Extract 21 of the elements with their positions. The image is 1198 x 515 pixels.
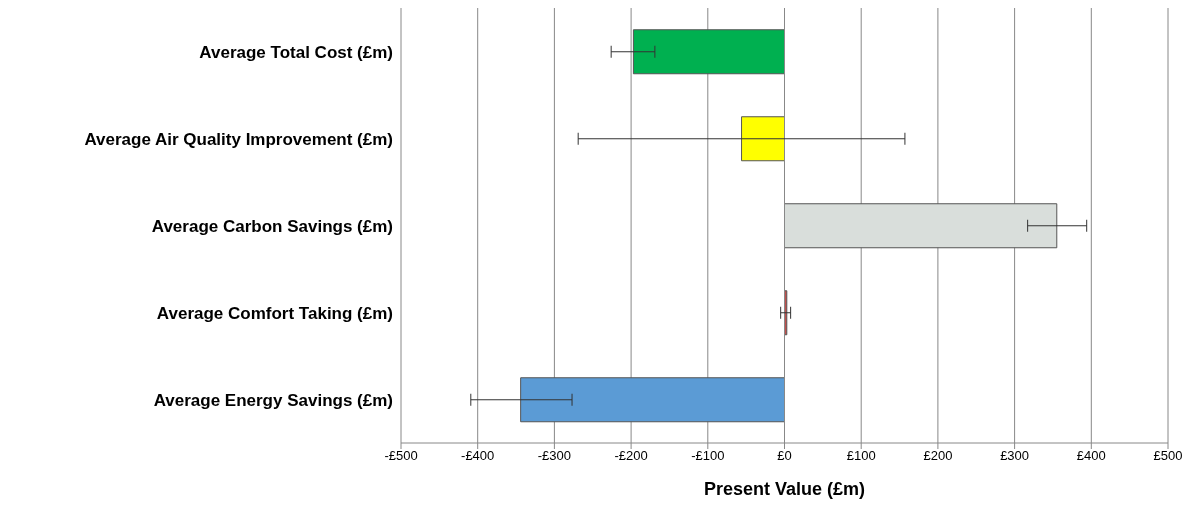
y-tick-label: Average Comfort Taking (£m) — [156, 303, 393, 323]
x-tick-label: £0 — [777, 448, 792, 464]
x-tick-label: £400 — [1076, 448, 1106, 464]
bar — [520, 377, 785, 423]
x-tick-label: -£100 — [691, 448, 725, 464]
x-axis-title: Present Value (£m) — [703, 479, 866, 499]
x-tick-label: -£400 — [461, 448, 495, 464]
bar — [741, 116, 785, 162]
x-tick-label: -£200 — [614, 448, 648, 464]
x-tick-label: £100 — [846, 448, 876, 464]
y-tick-label: Average Carbon Savings (£m) — [151, 216, 393, 236]
x-tick-label: £200 — [923, 448, 953, 464]
y-tick-label: Average Air Quality Improvement (£m) — [84, 129, 393, 149]
bar — [632, 29, 785, 75]
x-tick-label: -£500 — [384, 448, 418, 464]
y-tick-label: Average Total Cost (£m) — [199, 42, 393, 62]
bar — [784, 203, 1058, 249]
x-tick-label: £500 — [1153, 448, 1183, 464]
x-tick-label: £300 — [1000, 448, 1030, 464]
x-tick-label: -£300 — [537, 448, 572, 464]
y-tick-label: Average Energy Savings (£m) — [153, 390, 393, 410]
